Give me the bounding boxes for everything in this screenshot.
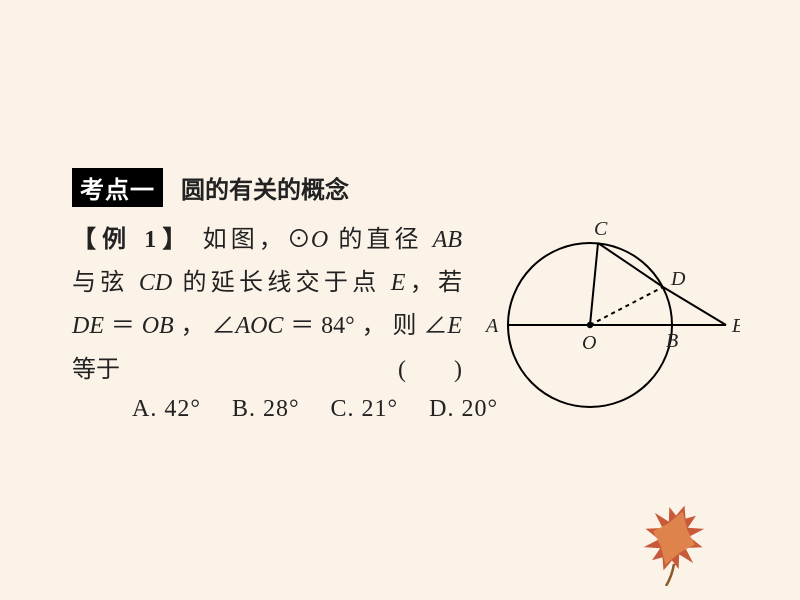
t-eq2: ＝84°，则: [283, 313, 423, 339]
t-c1: ，: [174, 313, 212, 339]
problem-text: 【例 1】 如图，⊙O 的直径 AB 与弦 CD 的延长线交于点 E，若 DE＝…: [72, 219, 462, 392]
sym-AOC: AOC: [235, 313, 283, 339]
t-eq: ＝: [104, 313, 142, 339]
choice-a: A. 42°: [132, 396, 201, 422]
sym-E: E: [391, 270, 406, 296]
svg-text:D: D: [670, 268, 686, 290]
sym-CD: CD: [139, 270, 172, 296]
circle-diagram: C D A E B O: [470, 215, 740, 425]
topic-box: 考点一: [72, 168, 163, 207]
t-ang1: ∠: [211, 313, 235, 339]
t-l1a: 如图，⊙: [203, 227, 311, 253]
t-ang2: ∠: [423, 313, 447, 339]
sym-AB: AB: [433, 227, 462, 253]
t-l4: 等于: [72, 349, 120, 392]
sym-OB: OB: [142, 313, 174, 339]
problem-row: 【例 1】 如图，⊙O 的直径 AB 与弦 CD 的延长线交于点 E，若 DE＝…: [72, 219, 732, 392]
choice-b: B. 28°: [232, 396, 300, 422]
diagram-col: CDAEBO: [462, 219, 732, 392]
svg-text:A: A: [484, 315, 499, 337]
t-l2a: 与弦: [72, 270, 139, 296]
sym-E2: E: [447, 313, 462, 339]
sym-O: O: [311, 227, 328, 253]
choice-c: C. 21°: [331, 396, 399, 422]
sym-DE: DE: [72, 313, 104, 339]
maple-leaf-icon: [634, 496, 714, 586]
svg-text:B: B: [666, 330, 678, 352]
topic-line: 考点一 圆的有关的概念: [72, 168, 732, 207]
t-l1b: 的直径: [328, 227, 432, 253]
answer-paren: ( ): [398, 349, 462, 392]
t-l2c: ，若: [405, 270, 462, 296]
svg-text:E: E: [731, 315, 740, 337]
example-label: 【例 1】: [72, 227, 192, 253]
topic-title: 圆的有关的概念: [181, 170, 349, 205]
t-l2b: 的延长线交于点: [172, 270, 391, 296]
svg-text:C: C: [594, 218, 608, 240]
svg-text:O: O: [582, 332, 596, 354]
